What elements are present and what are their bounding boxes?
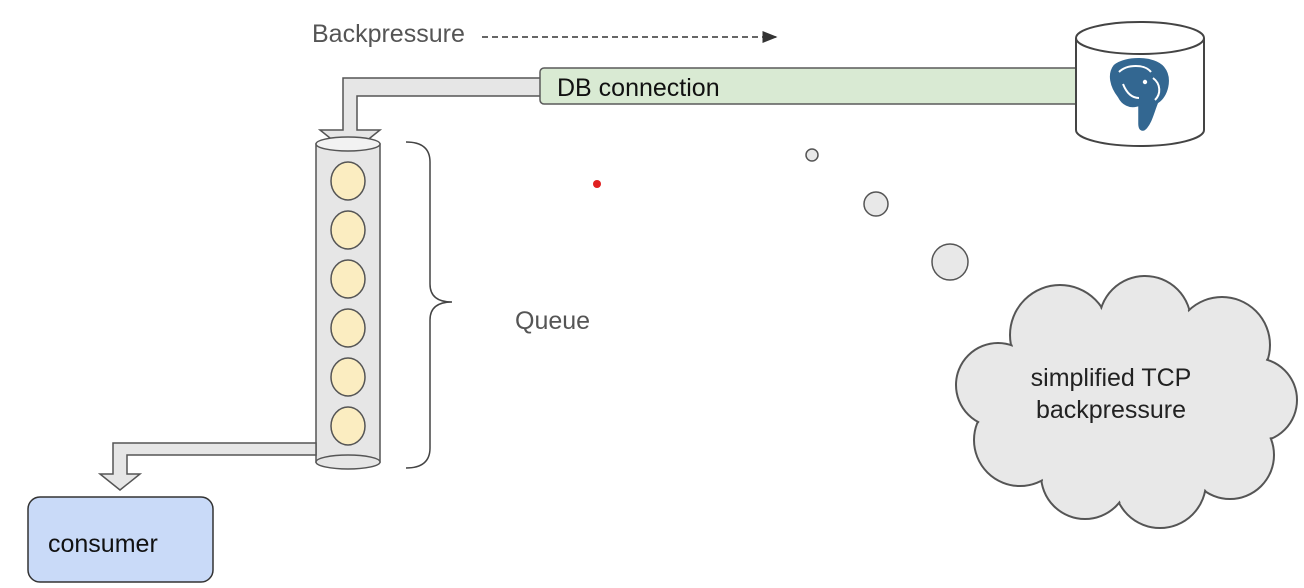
queue-item — [330, 210, 366, 250]
queue-label: Queue — [515, 307, 590, 335]
db-connection-label: DB connection — [557, 74, 720, 102]
queue-item — [330, 259, 366, 299]
cloud-text-line2: backpressure — [1036, 396, 1186, 424]
thought-bubble-medium — [863, 191, 889, 217]
thought-cloud — [955, 275, 1298, 529]
queue-item — [330, 161, 366, 201]
backpressure-label: Backpressure — [312, 20, 465, 48]
pointer-dot — [593, 180, 601, 188]
queue-item — [330, 308, 366, 348]
thought-bubble-small — [805, 148, 819, 162]
postgresql-elephant-icon — [1107, 55, 1172, 134]
queue-items — [330, 161, 366, 446]
outflow-pipe-arrow — [97, 442, 317, 491]
queue-item — [330, 357, 366, 397]
queue-tube — [315, 136, 381, 470]
cloud-text-line1: simplified TCP — [1031, 364, 1192, 392]
consumer-label: consumer — [48, 530, 158, 558]
consumer-box — [27, 496, 214, 583]
queue-brace — [405, 141, 453, 469]
queue-item — [330, 406, 366, 446]
thought-bubble-large — [931, 243, 969, 281]
